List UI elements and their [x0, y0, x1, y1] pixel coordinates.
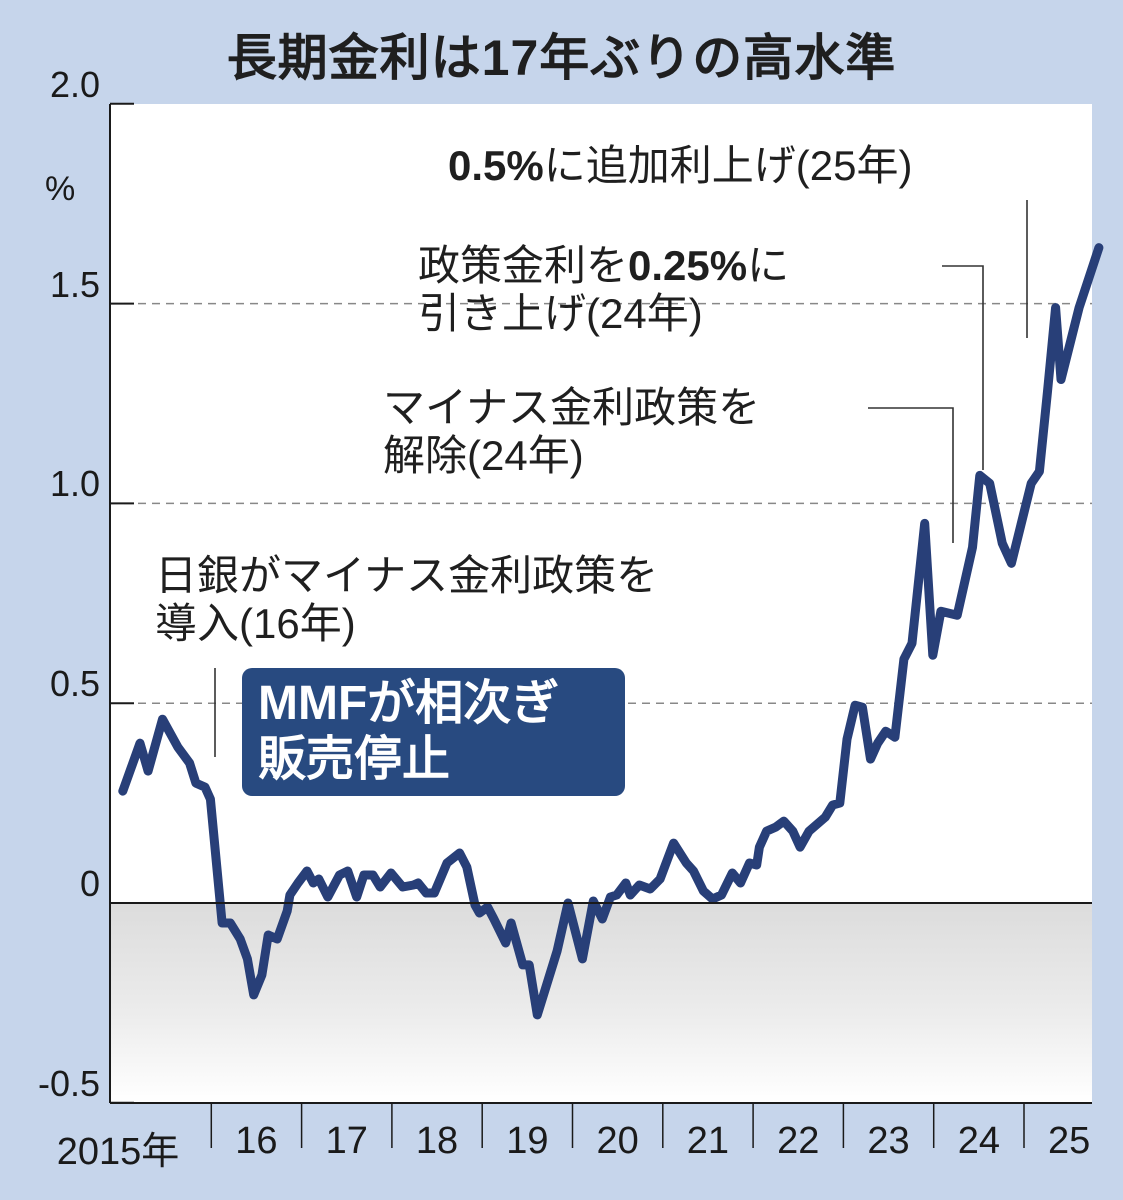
annotation-emphasis: 0.5%: [448, 142, 544, 189]
x-tick-label: 21: [686, 1120, 730, 1162]
annotation-hike-05: 0.5%に追加利上げ(25年): [448, 142, 912, 190]
annotation-text: に追加利上げ(25年): [543, 142, 913, 189]
y-tick-label: 1.5: [49, 263, 100, 305]
annotation-line: マイナス金利政策を: [383, 384, 761, 431]
annotation-text: 政策金利を: [418, 242, 629, 289]
annotation-line: 解除(24年): [383, 432, 584, 479]
x-tick-label: 2015年: [56, 1131, 180, 1173]
annotation-emphasis: 0.25%: [628, 242, 748, 289]
x-tick-label: 22: [777, 1120, 820, 1162]
x-tick-label: 16: [235, 1120, 278, 1162]
leader-line: [868, 407, 954, 543]
x-tick-label: 23: [867, 1120, 910, 1162]
y-tick-label: -0.5: [37, 1062, 100, 1104]
annotation-leader-lines: [214, 200, 1028, 757]
annotation-boj-negative-intro: 日銀がマイナス金利政策を 導入(16年): [155, 552, 658, 648]
mmf-callout-line: 販売停止: [258, 733, 451, 786]
annotation-line: 引き上げ(24年): [418, 290, 703, 337]
x-tick-label: 20: [596, 1120, 639, 1162]
y-axis-unit: %: [45, 170, 76, 208]
mmf-callout-line: MMFが相次ぎ: [258, 677, 560, 730]
annotation-line: 導入(16年): [155, 600, 356, 647]
annotation-negative-end: マイナス金利政策を 解除(24年): [383, 384, 760, 480]
y-tick-label: 1.0: [49, 463, 100, 505]
annotation-line: 日銀がマイナス金利政策を: [155, 552, 659, 599]
x-tick-label: 25: [1048, 1120, 1091, 1162]
annotation-hike-025: 政策金利を0.25%に 引き上げ(24年): [418, 242, 789, 338]
y-tick-label: 0.5: [49, 663, 100, 705]
x-tick-label: 24: [957, 1120, 1000, 1162]
y-tick-label: 0: [79, 863, 100, 904]
annotation-text: に: [747, 242, 790, 289]
axes: [109, 102, 1092, 1148]
mmf-callout-box: MMFが相次ぎ 販売停止: [242, 668, 625, 796]
x-tick-label: 19: [506, 1120, 549, 1162]
leader-line: [942, 265, 984, 470]
y-tick-label: 2.0: [49, 63, 100, 105]
x-tick-label: 17: [325, 1120, 368, 1162]
chart-title: 長期金利は17年ぶりの高水準: [226, 30, 897, 86]
x-tick-label: 18: [415, 1120, 459, 1162]
